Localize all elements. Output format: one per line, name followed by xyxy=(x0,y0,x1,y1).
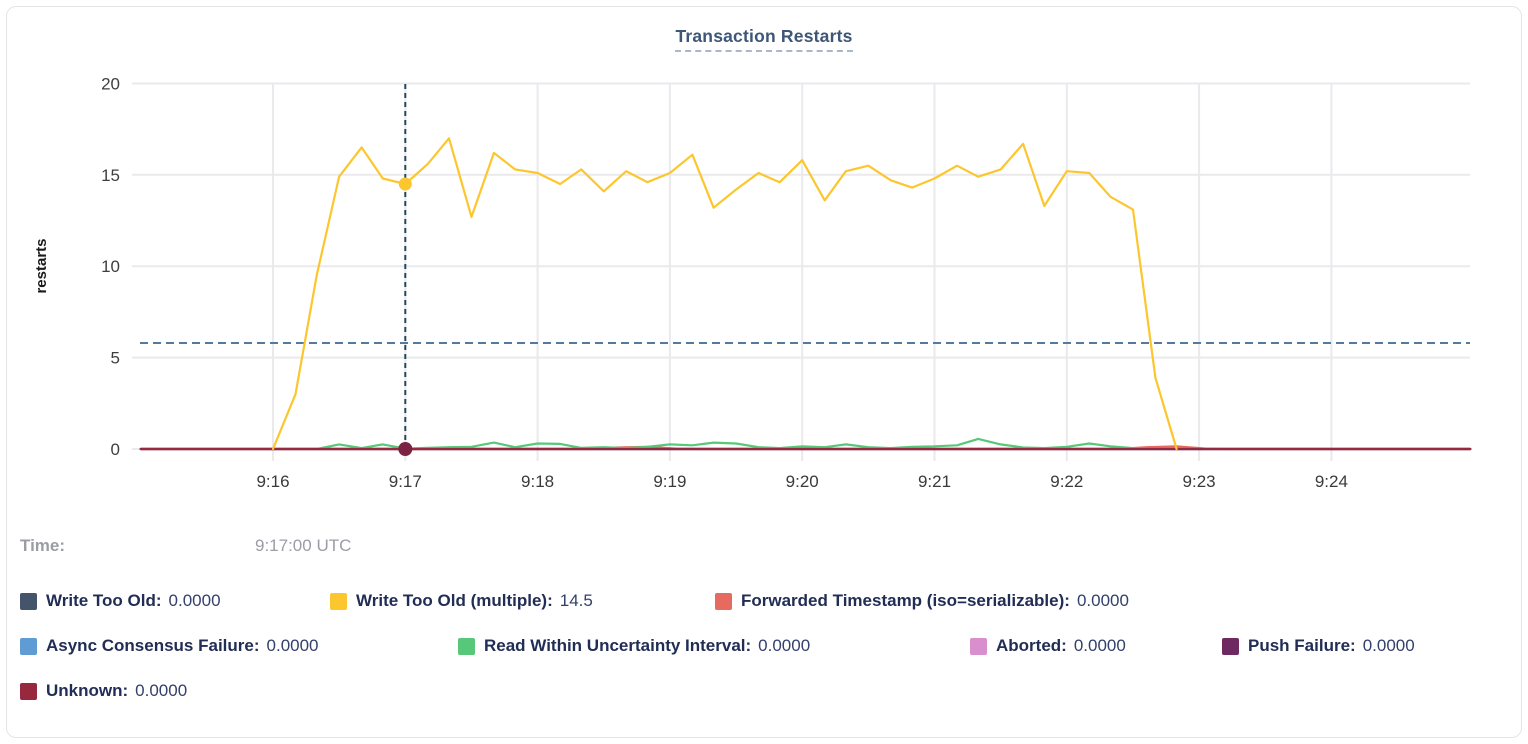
legend-swatch-aborted xyxy=(970,637,987,655)
y-tick-label: 10 xyxy=(101,257,120,276)
y-tick-label: 0 xyxy=(111,440,120,459)
y-tick-label: 20 xyxy=(101,75,120,94)
hover-marker-unknown xyxy=(398,442,413,456)
legend-label: Write Too Old (multiple): xyxy=(356,591,553,610)
legend-value: 0.0000 xyxy=(1076,591,1129,610)
legend-label: Aborted: xyxy=(996,636,1067,655)
x-tick-label: 9:24 xyxy=(1315,472,1348,491)
legend-swatch-read-within-uncertainty-interval xyxy=(458,637,475,655)
legend-item-async-consensus-failure: Async Consensus Failure: 0.0000 xyxy=(20,636,319,656)
time-value: 9:17:00 UTC xyxy=(255,536,352,555)
legend-item-write-too-old-multiple: Write Too Old (multiple): 14.5 xyxy=(330,591,593,611)
chart-header: Transaction Restarts xyxy=(0,26,1528,52)
legend-item-read-within-uncertainty-interval: Read Within Uncertainty Interval: 0.0000 xyxy=(458,636,810,656)
x-tick-label: 9:20 xyxy=(786,472,819,491)
x-tick-label: 9:23 xyxy=(1183,472,1216,491)
legend-label: Unknown: xyxy=(46,681,129,700)
series-line-write-too-old-multiple xyxy=(271,137,1178,451)
y-tick-label: 15 xyxy=(101,166,120,185)
legend-swatch-async-consensus-failure xyxy=(20,637,37,655)
legend-value: 0.0000 xyxy=(168,591,221,610)
legend-label: Forwarded Timestamp (iso=serializable): xyxy=(741,591,1070,610)
legend-swatch-push-failure xyxy=(1222,637,1239,655)
x-tick-label: 9:18 xyxy=(521,472,554,491)
legend-label: Async Consensus Failure: xyxy=(46,636,260,655)
legend-label: Push Failure: xyxy=(1248,636,1356,655)
legend-item-aborted: Aborted: 0.0000 xyxy=(970,636,1126,656)
legend-value: 0.0000 xyxy=(135,681,188,700)
legend-item-push-failure: Push Failure: 0.0000 xyxy=(1222,636,1415,656)
x-tick-label: 9:17 xyxy=(389,472,422,491)
legend-label: Read Within Uncertainty Interval: xyxy=(484,636,752,655)
chart-title[interactable]: Transaction Restarts xyxy=(675,26,853,52)
legend-value: 0.0000 xyxy=(1073,636,1126,655)
legend-item-forwarded-timestamp-iso-serializable: Forwarded Timestamp (iso=serializable): 0… xyxy=(715,591,1129,611)
legend-swatch-write-too-old xyxy=(20,592,37,610)
x-tick-label: 9:22 xyxy=(1050,472,1083,491)
x-tick-label: 9:16 xyxy=(256,472,289,491)
legend-label: Write Too Old: xyxy=(46,591,162,610)
legend-value: 0.0000 xyxy=(266,636,319,655)
legend-swatch-unknown xyxy=(20,682,37,700)
y-tick-label: 5 xyxy=(111,349,120,368)
legend-swatch-forwarded-timestamp-iso-serializable xyxy=(715,592,732,610)
legend-value: 0.0000 xyxy=(758,636,811,655)
transaction-restarts-chart[interactable]: 0 5 10 15 20 9:16 9:17 9:18 9:19 9:20 9:21 9:22 9:23… xyxy=(0,0,1528,520)
y-axis-label: restarts xyxy=(33,238,50,293)
legend-item-unknown: Unknown: 0.0000 xyxy=(20,681,187,701)
legend-value: 0.0000 xyxy=(1362,636,1415,655)
time-label: Time: xyxy=(20,536,66,555)
x-tick-label: 9:21 xyxy=(918,472,951,491)
legend-value: 14.5 xyxy=(559,591,593,610)
legend-item-write-too-old: Write Too Old: 0.0000 xyxy=(20,591,221,611)
hover-marker-write-too-old-multiple xyxy=(398,177,412,191)
series-line-read-within-uncertainty-interval xyxy=(315,437,1157,451)
x-tick-label: 9:19 xyxy=(653,472,686,491)
legend-swatch-write-too-old-multiple xyxy=(330,592,347,610)
